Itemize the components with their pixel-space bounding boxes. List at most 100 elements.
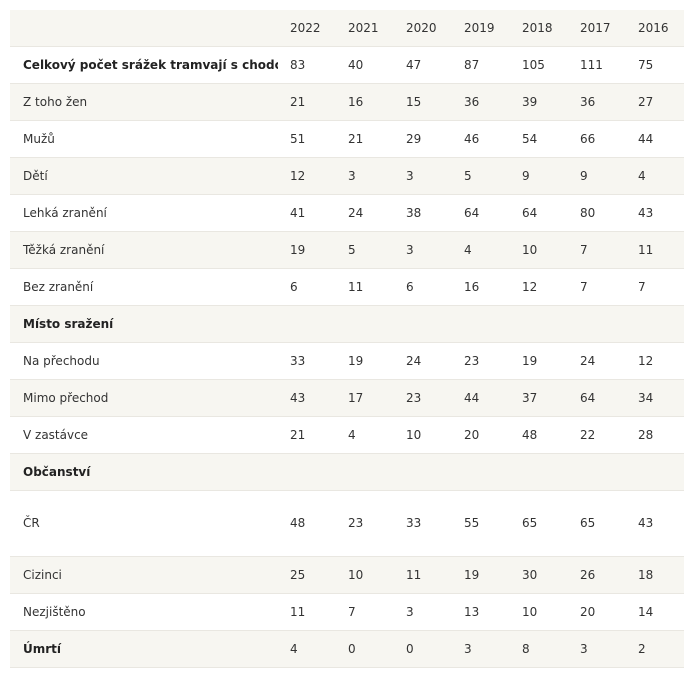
- year-header: 2019: [452, 10, 510, 47]
- table-row: Bez zranění 6 11 6 16 12 7 7: [10, 268, 684, 306]
- value-cell: 27: [626, 83, 684, 121]
- value-cell: 3: [452, 630, 510, 668]
- year-header: 2016: [626, 10, 684, 47]
- value-cell: 17: [336, 379, 394, 417]
- row-label: Mužů: [10, 120, 278, 158]
- value-cell: 7: [568, 231, 626, 269]
- value-cell: 12: [510, 268, 568, 306]
- value-cell: 48: [510, 416, 568, 454]
- value-cell: 33: [278, 342, 336, 380]
- value-cell: 65: [568, 490, 626, 557]
- value-cell: 11: [626, 231, 684, 269]
- table-row: Na přechodu 33 19 24 23 19 24 12: [10, 342, 684, 380]
- value-cell: 10: [394, 416, 452, 454]
- value-cell: 64: [568, 379, 626, 417]
- table-header-row: 2022 2021 2020 2019 2018 2017 2016: [10, 10, 684, 47]
- row-label: V zastávce: [10, 416, 278, 454]
- value-cell: 25: [278, 556, 336, 594]
- value-cell: 40: [336, 46, 394, 84]
- tram-pedestrian-collisions-table: 2022 2021 2020 2019 2018 2017 2016 Celko…: [10, 10, 684, 668]
- value-cell: 4: [452, 231, 510, 269]
- value-cell: 21: [278, 83, 336, 121]
- row-label: Místo sražení: [10, 305, 278, 343]
- value-cell: 14: [626, 593, 684, 631]
- value-cell: 10: [510, 593, 568, 631]
- table-row: Nezjištěno 11 7 3 13 10 20 14: [10, 593, 684, 631]
- row-label: Dětí: [10, 157, 278, 195]
- value-cell: 47: [394, 46, 452, 84]
- value-cell: 39: [510, 83, 568, 121]
- row-label: Bez zranění: [10, 268, 278, 306]
- year-header: 2020: [394, 10, 452, 47]
- value-cell: 6: [394, 268, 452, 306]
- value-cell: 6: [278, 268, 336, 306]
- table-row: Těžká zranění 19 5 3 4 10 7 11: [10, 231, 684, 269]
- value-cell: 5: [336, 231, 394, 269]
- value-cell: 111: [568, 46, 626, 84]
- table-row: Místo sražení: [10, 305, 684, 343]
- table-row: Mužů 51 21 29 46 54 66 44: [10, 120, 684, 158]
- value-cell: 46: [452, 120, 510, 158]
- value-cell: 18: [626, 556, 684, 594]
- value-cell: 24: [394, 342, 452, 380]
- value-cell: [626, 305, 684, 343]
- value-cell: 3: [394, 157, 452, 195]
- table-row: Lehká zranění 41 24 38 64 64 80 43: [10, 194, 684, 232]
- table-row: Dětí 12 3 3 5 9 9 4: [10, 157, 684, 195]
- value-cell: 41: [278, 194, 336, 232]
- row-label: Lehká zranění: [10, 194, 278, 232]
- value-cell: 44: [626, 120, 684, 158]
- value-cell: 19: [510, 342, 568, 380]
- value-cell: 12: [278, 157, 336, 195]
- row-label: Občanství: [10, 453, 278, 491]
- year-header: 2022: [278, 10, 336, 47]
- value-cell: 54: [510, 120, 568, 158]
- value-cell: 11: [394, 556, 452, 594]
- table-row: Z toho žen 21 16 15 36 39 36 27: [10, 83, 684, 121]
- value-cell: 23: [394, 379, 452, 417]
- value-cell: 87: [452, 46, 510, 84]
- value-cell: 16: [336, 83, 394, 121]
- value-cell: [452, 453, 510, 491]
- value-cell: 19: [278, 231, 336, 269]
- value-cell: 36: [568, 83, 626, 121]
- value-cell: [336, 305, 394, 343]
- value-cell: 37: [510, 379, 568, 417]
- value-cell: [394, 453, 452, 491]
- value-cell: 7: [626, 268, 684, 306]
- row-label: Těžká zranění: [10, 231, 278, 269]
- value-cell: 43: [626, 194, 684, 232]
- row-label: Nezjištěno: [10, 593, 278, 631]
- value-cell: 34: [626, 379, 684, 417]
- table-row: ČR 48 23 33 55 65 65 43: [10, 490, 684, 557]
- value-cell: 2: [626, 630, 684, 668]
- row-label: ČR: [10, 490, 278, 557]
- value-cell: 30: [510, 556, 568, 594]
- value-cell: 51: [278, 120, 336, 158]
- value-cell: 21: [336, 120, 394, 158]
- value-cell: 65: [510, 490, 568, 557]
- value-cell: 3: [394, 593, 452, 631]
- value-cell: 4: [278, 630, 336, 668]
- value-cell: [452, 305, 510, 343]
- value-cell: 9: [510, 157, 568, 195]
- value-cell: 48: [278, 490, 336, 557]
- value-cell: 7: [336, 593, 394, 631]
- value-cell: [568, 305, 626, 343]
- value-cell: 4: [336, 416, 394, 454]
- value-cell: 19: [452, 556, 510, 594]
- value-cell: [568, 453, 626, 491]
- value-cell: [278, 453, 336, 491]
- value-cell: 11: [278, 593, 336, 631]
- year-header: 2017: [568, 10, 626, 47]
- year-header: 2021: [336, 10, 394, 47]
- row-label: Úmrtí: [10, 630, 278, 668]
- value-cell: 80: [568, 194, 626, 232]
- value-cell: 38: [394, 194, 452, 232]
- value-cell: 15: [394, 83, 452, 121]
- value-cell: 3: [568, 630, 626, 668]
- row-label: Z toho žen: [10, 83, 278, 121]
- value-cell: [278, 305, 336, 343]
- statistics-table-container: 2022 2021 2020 2019 2018 2017 2016 Celko…: [10, 10, 684, 668]
- value-cell: 16: [452, 268, 510, 306]
